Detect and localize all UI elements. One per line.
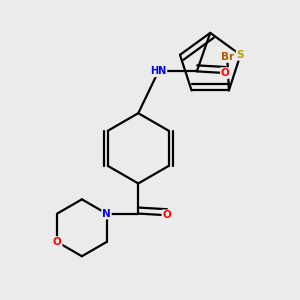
Text: O: O	[221, 68, 230, 78]
Text: HN: HN	[150, 66, 167, 76]
Text: O: O	[162, 210, 171, 220]
Text: N: N	[102, 208, 111, 219]
Text: S: S	[237, 50, 244, 60]
Text: O: O	[53, 237, 62, 247]
Text: Br: Br	[221, 52, 234, 62]
